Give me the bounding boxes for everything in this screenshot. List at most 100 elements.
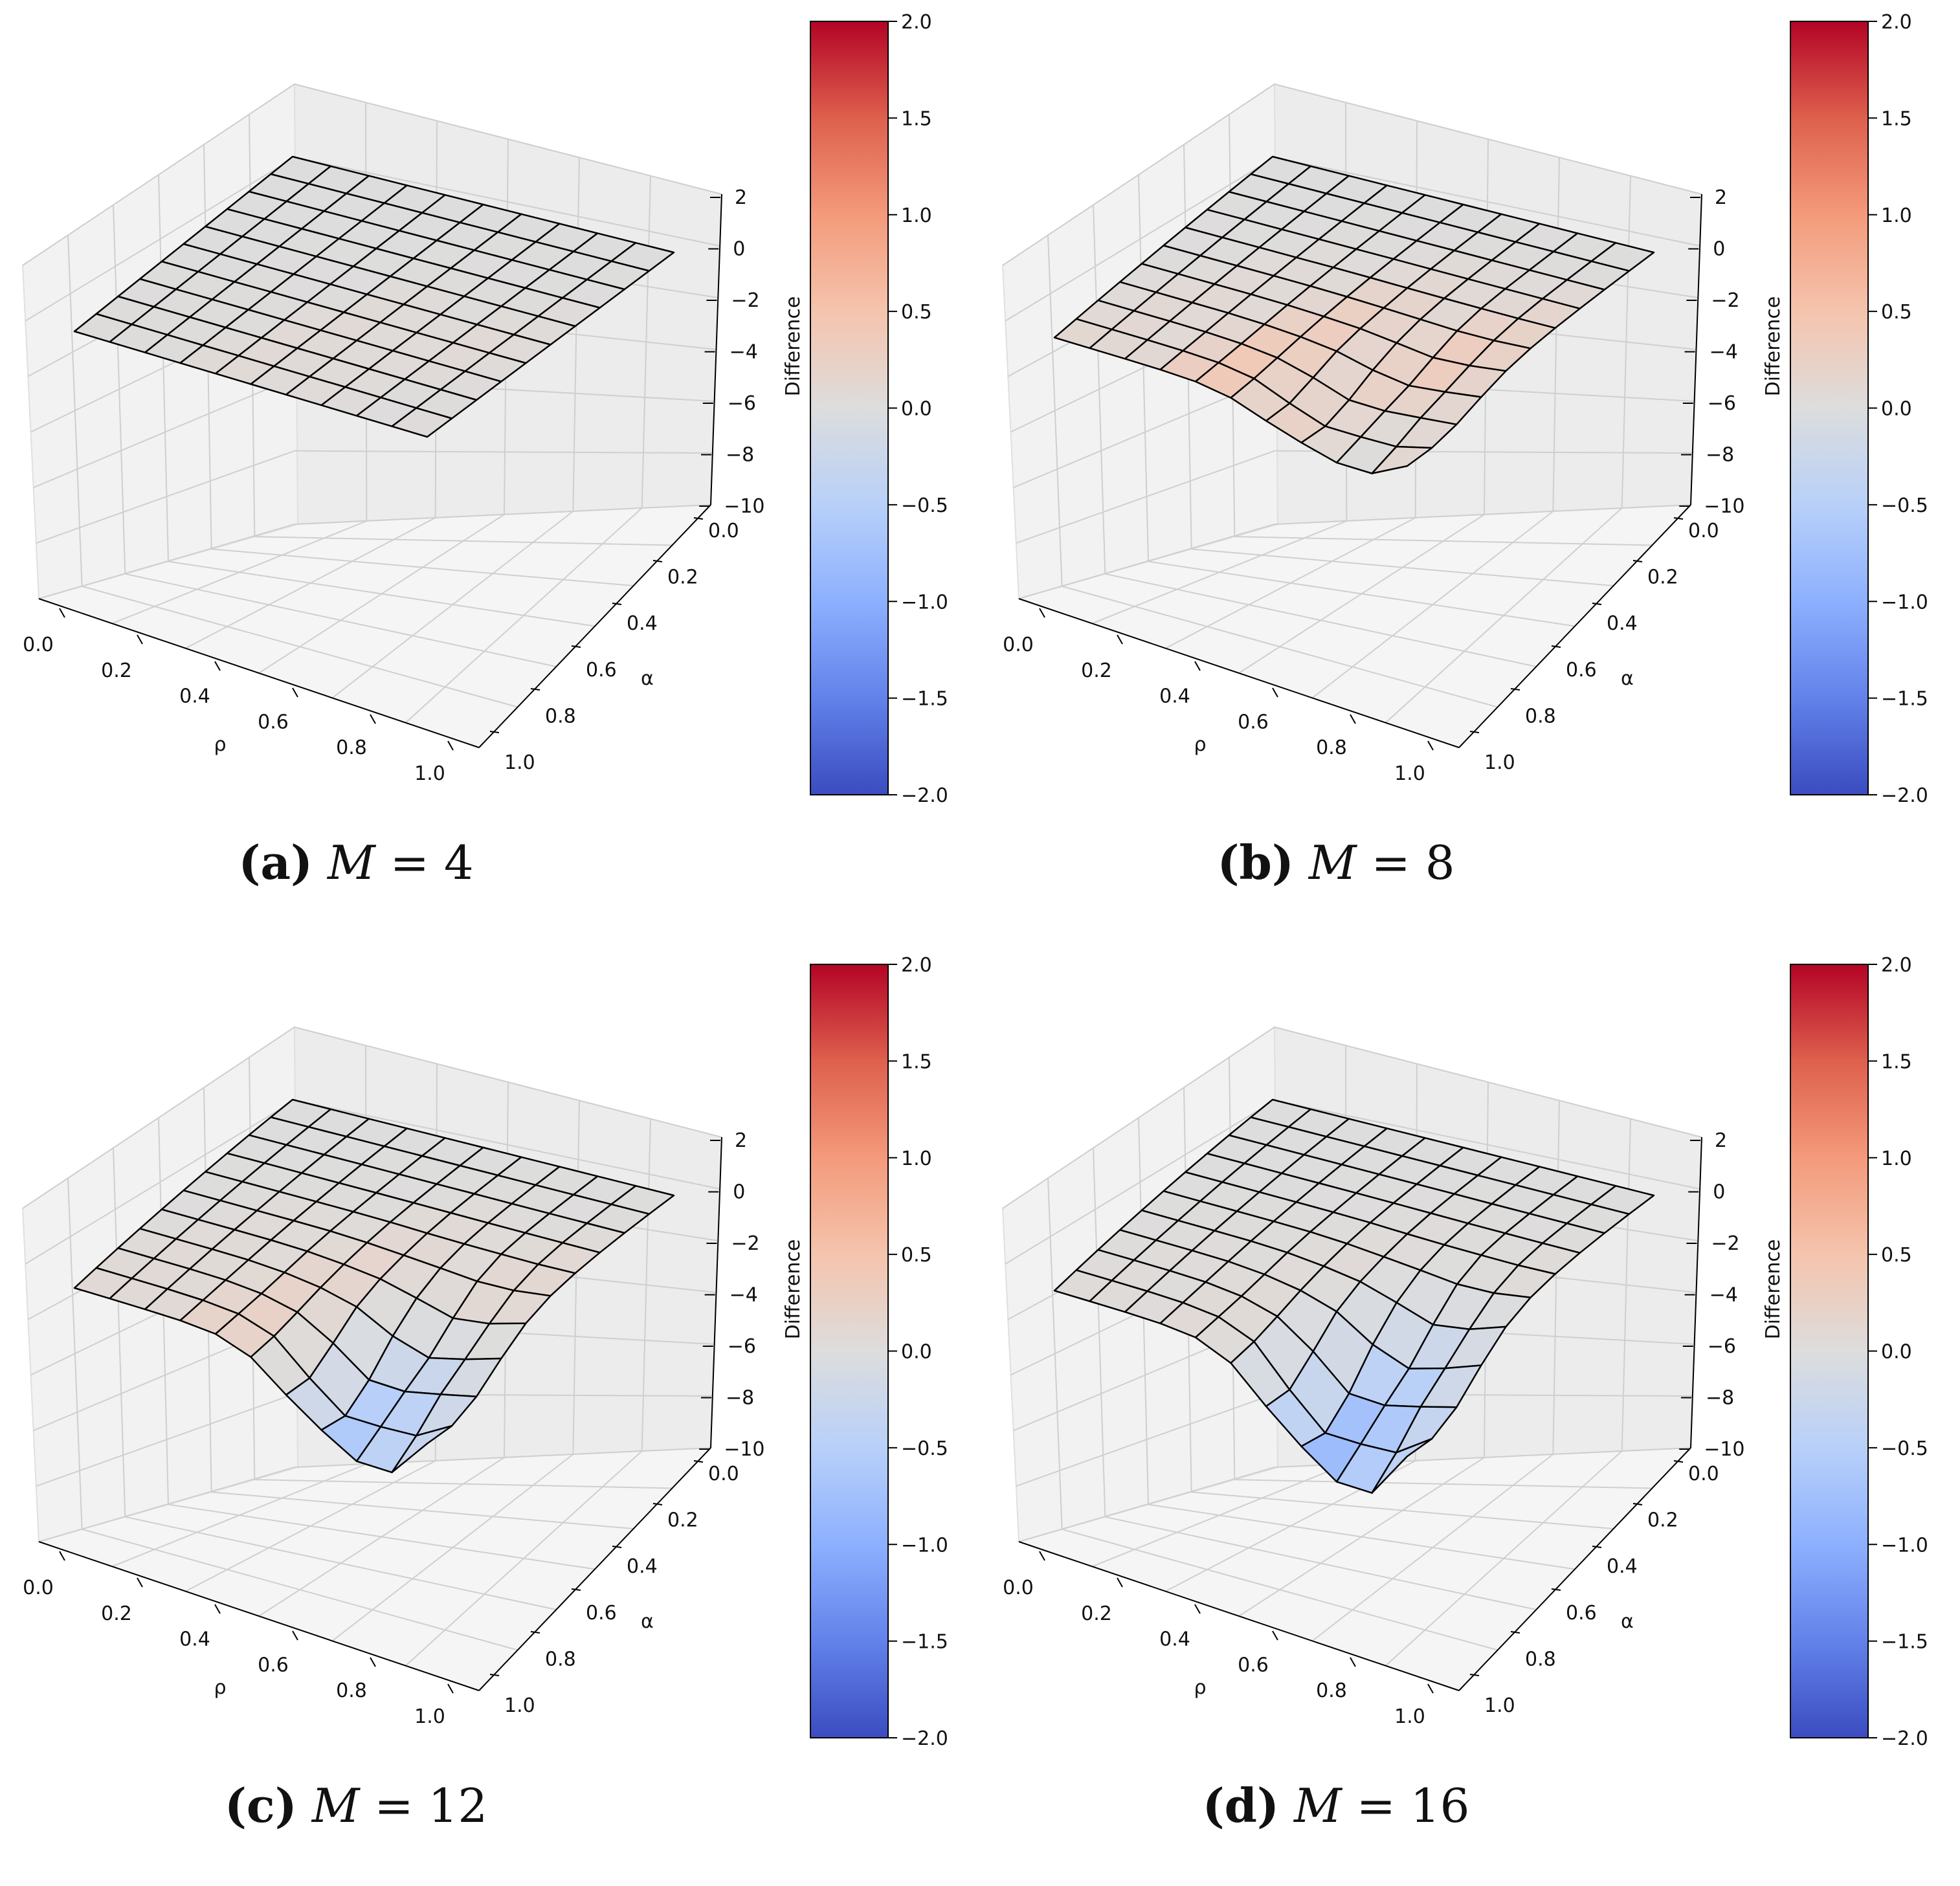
caption-d: (d) M = 16: [980, 1778, 1692, 1833]
y-tick: [571, 1588, 581, 1591]
colorbar-tick-label: −1.5: [901, 1631, 948, 1654]
z-tick-label: −4: [1709, 341, 1738, 364]
x-tick: [1272, 1630, 1278, 1641]
caption-label: (d): [1202, 1778, 1280, 1833]
x-tick: [1117, 634, 1123, 645]
z-tick-label: −10: [724, 1438, 764, 1461]
z-tick-label: −2: [1711, 289, 1739, 312]
x-tick: [137, 1577, 143, 1588]
caption-b: (b) M = 8: [980, 835, 1692, 890]
caption-label: (c): [224, 1778, 297, 1833]
z-axis: 2 0 −2 −4 −6 −8 −10: [699, 186, 765, 518]
colorbar-tick-label: 0.5: [901, 1244, 932, 1267]
y-tick-label: 1.0: [1484, 751, 1515, 774]
caption-a: (a) M = 4: [0, 835, 712, 890]
colorbar-tick-label: −2.0: [901, 784, 948, 807]
y-axis-label: α: [641, 667, 654, 690]
x-tick-label: 1.0: [1394, 1705, 1425, 1728]
grid-vertical-right: [641, 1118, 651, 1452]
x-tick-label: 0.2: [101, 660, 132, 682]
z-axis: 2 0 −2 −4 −6 −8 −10: [1679, 1129, 1745, 1461]
caption-variable: M: [328, 836, 375, 890]
z-axis-line: [1690, 1137, 1702, 1448]
colorbar-tick-label: 0.5: [901, 301, 932, 324]
y-tick: [1551, 645, 1561, 648]
colorbar-tick-label: −2.0: [1881, 1727, 1928, 1750]
grid-vertical-left: [1047, 235, 1063, 586]
y-tick-label: 0.8: [545, 705, 576, 727]
x-tick: [1427, 1683, 1434, 1694]
x-tick: [1194, 661, 1201, 671]
x-tick-label: 0.6: [258, 1654, 289, 1676]
colorbar-tick-label: 1.0: [1881, 205, 1912, 227]
z-tick-label: −2: [731, 289, 759, 312]
grid-vertical-left: [158, 174, 169, 562]
y-axis: 0.0 0.2 0.4 0.6 0.8 1.0: [1458, 504, 1719, 774]
grid-vertical-left: [1093, 205, 1106, 574]
x-tick-label: 0.8: [1316, 737, 1347, 759]
x-tick: [1039, 608, 1045, 618]
x-axis: 0.0 0.2 0.4 0.6 0.8 1.0: [23, 598, 480, 785]
z-tick-label: 2: [735, 1129, 747, 1152]
z-tick-label: 2: [735, 186, 747, 209]
x-tick-label: 1.0: [414, 1705, 445, 1728]
colorbar-tick-label: −0.5: [901, 1437, 948, 1460]
x-tick: [1272, 687, 1278, 698]
z-tick-label: −4: [729, 1284, 758, 1307]
colorbar-tick-label: −2.0: [1881, 784, 1928, 807]
z-tick-label: −6: [728, 392, 756, 415]
z-axis-label: Difference: [1762, 1239, 1785, 1340]
y-tick: [1673, 1460, 1684, 1463]
z-tick-label: −8: [1706, 1387, 1734, 1410]
colorbar-tick-label: −1.0: [1881, 1534, 1928, 1557]
grid-vertical-right: [1621, 1118, 1631, 1452]
z-axis-line: [710, 1137, 722, 1448]
x-tick-label: 0.8: [336, 737, 367, 759]
y-tick: [1673, 517, 1684, 520]
z-tick-label: 2: [1715, 186, 1727, 209]
grid-vertical-left: [1093, 1148, 1106, 1517]
x-tick-label: 1.0: [1394, 762, 1425, 785]
colorbar-tick-label: 0.0: [901, 1341, 932, 1364]
y-tick: [571, 645, 581, 648]
colorbar-tick-label: 0.5: [1881, 301, 1912, 324]
colorbar-tick-label: 1.5: [901, 107, 932, 130]
y-tick: [489, 731, 500, 733]
y-tick-label: 0.6: [586, 659, 617, 682]
panel-d: 2 0 −2 −4 −6 −8 −10 Difference 0.0 0.2 0.4 0.6 0.8 1.…: [980, 943, 1960, 1886]
x-tick: [1350, 714, 1356, 724]
z-tick-label: 0: [733, 238, 745, 261]
surface: [1053, 1098, 1655, 1494]
z-axis: 2 0 −2 −4 −6 −8 −10: [1679, 186, 1745, 518]
x-tick-label: 0.2: [101, 1603, 132, 1625]
grid-vertical-right: [641, 175, 651, 509]
y-tick: [1551, 1588, 1561, 1591]
y-tick: [1510, 1631, 1520, 1634]
x-tick: [1194, 1604, 1201, 1614]
z-tick-label: −4: [1709, 1284, 1738, 1307]
colorbar-tick-label: −0.5: [1881, 494, 1928, 517]
y-tick-label: 0.4: [1607, 1555, 1638, 1578]
colorbar-tick-label: −0.5: [1881, 1437, 1928, 1460]
x-axis: 0.0 0.2 0.4 0.6 0.8 1.0: [23, 1541, 480, 1728]
colorbar-tick-label: 0.5: [1881, 1244, 1912, 1267]
z-axis-line: [710, 194, 722, 505]
z-tick-label: −8: [726, 444, 754, 467]
caption-variable: M: [1293, 1779, 1342, 1833]
y-tick: [652, 560, 663, 562]
y-tick: [693, 517, 704, 520]
surface-plot-b: 2 0 −2 −4 −6 −8 −10 Difference 0.0 0.2 0.4 0.6 0.8 1.…: [1001, 11, 1928, 807]
x-axis: 0.0 0.2 0.4 0.6 0.8 1.0: [1003, 598, 1460, 785]
y-tick-label: 0.6: [1566, 659, 1597, 682]
z-tick-label: 2: [1715, 1129, 1727, 1152]
y-tick-label: 0.2: [1647, 1509, 1678, 1532]
surface: [1053, 155, 1655, 474]
y-tick: [612, 603, 622, 605]
z-tick-label: −2: [731, 1232, 759, 1255]
x-tick: [292, 687, 298, 698]
y-axis-line: [478, 504, 711, 748]
z-tick-label: −6: [1708, 392, 1736, 415]
grid-floor-b: [82, 585, 518, 708]
x-axis-line: [38, 1541, 480, 1691]
grid-vertical-left: [113, 1148, 126, 1517]
